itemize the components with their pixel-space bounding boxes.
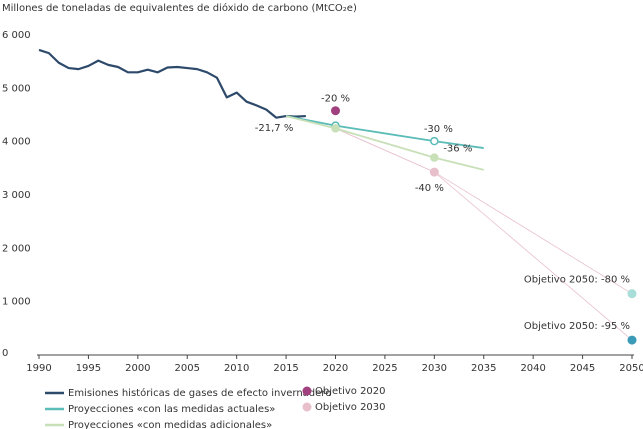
projection-point: [430, 136, 439, 146]
y-axis-label: Millones de toneladas de equivalentes de…: [2, 2, 357, 14]
y-tick-label: 2 000: [2, 243, 31, 254]
annotation: -40 %: [415, 183, 444, 194]
x-tick-label: 2010: [224, 363, 249, 374]
legend-swatch: [302, 386, 312, 396]
x-tick-label: 2020: [323, 363, 348, 374]
target-connector: [335, 127, 633, 341]
legend-label: Proyecciones «con medidas adicionales»: [68, 420, 272, 429]
annotation: -21,7 %: [255, 123, 294, 134]
x-tick-label: 2035: [471, 363, 496, 374]
x-tick-label: 2030: [422, 363, 447, 374]
x-tick-label: 2040: [520, 363, 545, 374]
y-tick-label: 3 000: [2, 190, 31, 201]
target-2050-label: Objetivo 2050: -95 %: [524, 321, 630, 332]
y-tick-label: 5 000: [2, 83, 31, 94]
target-2050-point: [627, 289, 637, 299]
x-tick-label: 2015: [273, 363, 298, 374]
legend-label: Emisiones históricas de gases de efecto …: [68, 387, 331, 399]
x-tick-label: 2045: [570, 363, 595, 374]
x-tick-label: 1995: [76, 363, 101, 374]
legend-label: Objetivo 2020: [315, 386, 386, 397]
annotation: -20 %: [321, 94, 350, 105]
y-tick-label: 0: [2, 348, 8, 359]
y-tick-label: 1 000: [2, 297, 31, 308]
target-point: [331, 106, 340, 116]
y-tick-label: 6 000: [2, 30, 31, 41]
x-tick-label: 2025: [372, 363, 397, 374]
y-tick-label: 4 000: [2, 137, 31, 148]
projection-point: [331, 124, 340, 133]
series-line: [38, 48, 306, 119]
legend-label: Objetivo 2030: [315, 402, 386, 413]
x-tick-label: 1990: [26, 363, 51, 374]
annotation: -30 %: [424, 124, 453, 135]
annotation: -36 %: [443, 144, 472, 155]
target-2050-label: Objetivo 2050: -80 %: [524, 275, 630, 286]
target-point: [429, 167, 439, 177]
target-2050-point: [627, 335, 637, 345]
series-line: [285, 115, 484, 171]
target-connector: [335, 127, 633, 295]
x-tick-label: 2050: [619, 363, 643, 374]
projection-point: [430, 153, 439, 162]
legend-swatch: [302, 402, 312, 412]
x-tick-label: 2005: [175, 363, 200, 374]
series-line: [285, 115, 484, 149]
legend-label: Proyecciones «con las medidas actuales»: [68, 404, 275, 415]
x-tick-label: 2000: [125, 363, 150, 374]
